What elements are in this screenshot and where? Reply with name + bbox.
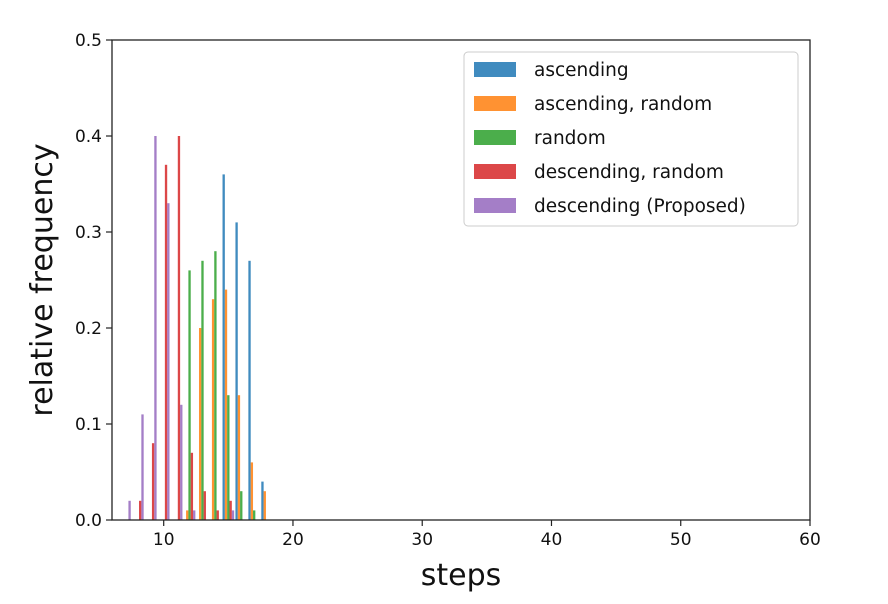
bar-3-7 bbox=[229, 500, 232, 520]
x-tick-label: 20 bbox=[282, 530, 304, 550]
legend-label: descending, random bbox=[534, 162, 724, 183]
bar-0-1 bbox=[235, 222, 238, 520]
bar-2-0 bbox=[188, 270, 191, 520]
bar-4-1 bbox=[141, 414, 144, 520]
x-tick-label: 10 bbox=[153, 530, 175, 550]
bar-1-4 bbox=[237, 395, 241, 520]
bar-4-0 bbox=[128, 500, 131, 520]
bar-1-0 bbox=[186, 510, 189, 520]
bar-0-2 bbox=[248, 260, 251, 520]
y-axis: 0.0 0.1 0.2 0.3 0.4 0.5 bbox=[75, 31, 112, 531]
bar-2-3 bbox=[227, 395, 230, 520]
bar-3-3 bbox=[177, 136, 181, 520]
bar-1-1 bbox=[198, 328, 202, 520]
legend-swatch bbox=[474, 130, 516, 145]
series-1 bbox=[186, 289, 266, 520]
legend-label: ascending, random bbox=[534, 94, 712, 115]
bar-4-3 bbox=[167, 203, 170, 520]
legend-frame bbox=[463, 51, 799, 227]
legend-swatch bbox=[474, 62, 516, 77]
y-tick-label: 0.0 bbox=[75, 511, 102, 531]
bar-2-2 bbox=[214, 251, 217, 520]
y-tick-label: 0.4 bbox=[75, 127, 102, 147]
bar-0-0 bbox=[222, 174, 225, 520]
x-axis-title: steps bbox=[421, 558, 502, 593]
bar-2-5 bbox=[253, 510, 256, 520]
bar-3-6 bbox=[216, 510, 219, 520]
plot-frame bbox=[111, 39, 811, 521]
x-axis: 10 20 30 40 50 60 bbox=[153, 520, 821, 550]
bar-4-6 bbox=[231, 510, 235, 520]
bar-4-5 bbox=[193, 510, 196, 520]
bar-4-4 bbox=[180, 404, 183, 520]
bar-4-2 bbox=[154, 136, 157, 520]
bar-1-6 bbox=[263, 491, 266, 520]
legend-swatch bbox=[474, 164, 516, 179]
legend-swatch bbox=[474, 96, 516, 111]
legend-label: ascending bbox=[534, 60, 629, 81]
bar-2-4 bbox=[240, 491, 243, 520]
bar-1-3 bbox=[224, 289, 228, 520]
series-3 bbox=[139, 136, 232, 521]
y-tick-label: 0.3 bbox=[75, 223, 102, 243]
bar-1-2 bbox=[211, 299, 215, 520]
y-axis-title: relative frequency bbox=[25, 143, 60, 416]
bar-2-1 bbox=[201, 260, 204, 520]
x-tick-label: 50 bbox=[670, 530, 692, 550]
bar-3-5 bbox=[203, 491, 206, 520]
bar-3-2 bbox=[164, 164, 168, 521]
bar-3-4 bbox=[190, 452, 194, 520]
bar-3-0 bbox=[139, 500, 142, 520]
series-4 bbox=[128, 136, 235, 520]
x-tick-label: 60 bbox=[799, 530, 821, 550]
bars-layer bbox=[128, 136, 266, 521]
series-2 bbox=[188, 251, 256, 520]
series-0 bbox=[222, 174, 264, 520]
y-tick-label: 0.2 bbox=[75, 319, 102, 339]
bar-3-1 bbox=[151, 443, 155, 520]
legend: ascending ascending, random random descendi… bbox=[463, 51, 799, 227]
x-tick-label: 30 bbox=[411, 530, 433, 550]
legend-label: descending (Proposed) bbox=[534, 196, 746, 217]
bar-1-5 bbox=[250, 462, 254, 520]
y-tick-label: 0.1 bbox=[75, 415, 102, 435]
bar-0-3 bbox=[261, 481, 264, 520]
legend-swatch bbox=[474, 198, 516, 213]
y-tick-label: 0.5 bbox=[75, 31, 102, 51]
x-tick-label: 40 bbox=[541, 530, 563, 550]
legend-label: random bbox=[534, 128, 606, 149]
